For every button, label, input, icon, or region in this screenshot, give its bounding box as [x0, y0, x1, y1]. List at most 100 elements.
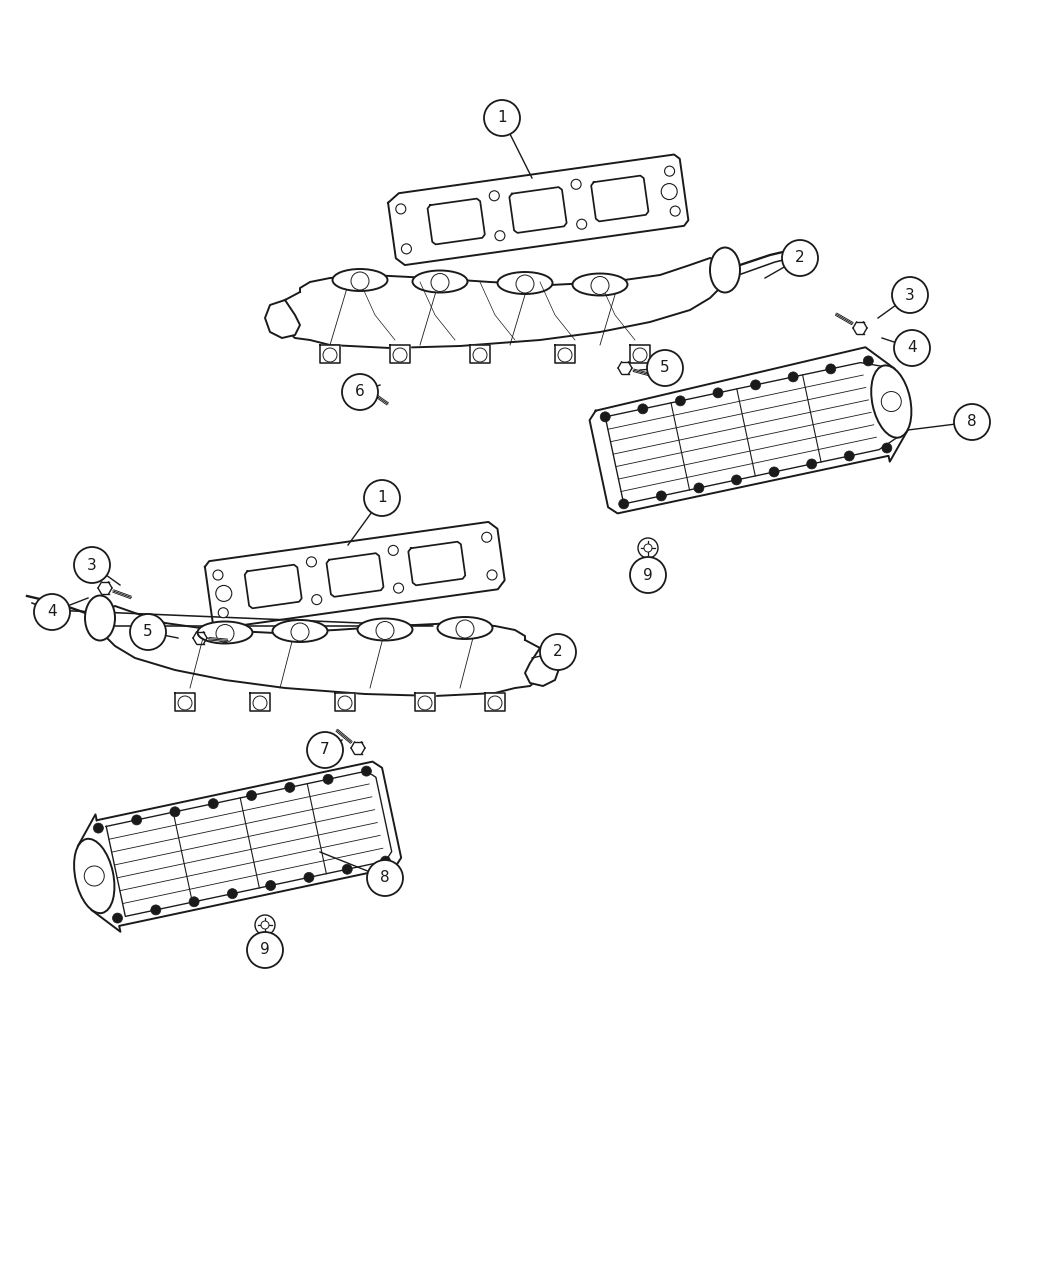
Circle shape	[732, 476, 741, 484]
Circle shape	[131, 815, 142, 825]
Circle shape	[495, 231, 505, 241]
Text: 4: 4	[47, 604, 57, 620]
Text: 2: 2	[553, 644, 563, 659]
Ellipse shape	[85, 595, 116, 640]
Circle shape	[894, 330, 930, 366]
Circle shape	[189, 896, 200, 907]
Polygon shape	[427, 199, 485, 245]
Circle shape	[769, 467, 779, 477]
Circle shape	[393, 348, 407, 362]
Circle shape	[488, 696, 502, 710]
Circle shape	[782, 240, 818, 275]
Circle shape	[351, 272, 369, 289]
Circle shape	[253, 696, 267, 710]
Circle shape	[516, 275, 534, 293]
Polygon shape	[320, 346, 340, 363]
Circle shape	[401, 244, 412, 254]
Circle shape	[213, 570, 223, 580]
Circle shape	[482, 532, 491, 542]
Text: 9: 9	[260, 942, 270, 958]
Ellipse shape	[572, 274, 628, 296]
Circle shape	[472, 348, 487, 362]
Circle shape	[307, 732, 343, 768]
Text: 5: 5	[143, 625, 153, 640]
Circle shape	[618, 499, 629, 509]
Circle shape	[247, 932, 284, 968]
Circle shape	[380, 856, 391, 866]
Polygon shape	[205, 521, 505, 629]
Circle shape	[558, 348, 572, 362]
Text: 6: 6	[355, 385, 365, 399]
Circle shape	[644, 544, 652, 552]
Text: 7: 7	[320, 742, 330, 757]
Circle shape	[342, 864, 352, 875]
Circle shape	[882, 442, 891, 453]
Circle shape	[675, 395, 686, 405]
Circle shape	[656, 491, 667, 501]
Circle shape	[338, 696, 352, 710]
Circle shape	[806, 459, 817, 469]
Polygon shape	[100, 606, 545, 696]
Ellipse shape	[357, 618, 413, 640]
Polygon shape	[485, 694, 505, 711]
Ellipse shape	[872, 366, 911, 437]
Polygon shape	[525, 648, 560, 686]
Circle shape	[34, 594, 70, 630]
Text: 4: 4	[907, 340, 917, 356]
Ellipse shape	[710, 247, 740, 292]
Polygon shape	[408, 542, 465, 585]
Polygon shape	[591, 176, 649, 222]
Circle shape	[576, 219, 587, 230]
Text: 3: 3	[87, 557, 97, 572]
Ellipse shape	[498, 272, 552, 295]
Circle shape	[285, 783, 295, 792]
Circle shape	[170, 807, 180, 817]
Circle shape	[208, 798, 218, 808]
Circle shape	[863, 356, 874, 366]
Circle shape	[323, 774, 333, 784]
Circle shape	[665, 166, 674, 176]
Circle shape	[430, 274, 449, 292]
Circle shape	[630, 557, 666, 593]
Circle shape	[323, 348, 337, 362]
Polygon shape	[630, 346, 650, 363]
Polygon shape	[265, 300, 300, 338]
Text: 3: 3	[905, 287, 915, 302]
Circle shape	[93, 824, 103, 833]
Circle shape	[489, 191, 500, 200]
Circle shape	[713, 388, 723, 398]
Polygon shape	[175, 694, 195, 711]
Circle shape	[312, 594, 321, 604]
Circle shape	[751, 380, 760, 390]
Circle shape	[484, 99, 520, 136]
Circle shape	[361, 766, 372, 776]
Text: 1: 1	[498, 111, 507, 125]
Circle shape	[591, 277, 609, 295]
Polygon shape	[335, 694, 355, 711]
Polygon shape	[390, 346, 410, 363]
Circle shape	[376, 621, 394, 640]
Text: 5: 5	[660, 361, 670, 376]
Circle shape	[396, 204, 405, 214]
Circle shape	[388, 546, 398, 556]
Circle shape	[218, 608, 228, 618]
Polygon shape	[250, 694, 270, 711]
Circle shape	[261, 921, 269, 929]
Circle shape	[638, 538, 658, 558]
Ellipse shape	[75, 839, 114, 913]
Circle shape	[228, 889, 237, 899]
Polygon shape	[388, 154, 689, 265]
Ellipse shape	[197, 621, 252, 644]
Text: 8: 8	[967, 414, 977, 430]
Circle shape	[216, 625, 234, 643]
Circle shape	[394, 583, 403, 593]
Circle shape	[364, 479, 400, 516]
Circle shape	[670, 207, 680, 215]
Circle shape	[130, 615, 166, 650]
Circle shape	[178, 696, 192, 710]
Circle shape	[633, 348, 647, 362]
Polygon shape	[415, 694, 435, 711]
Circle shape	[789, 372, 798, 382]
Polygon shape	[78, 761, 401, 932]
Circle shape	[694, 483, 704, 493]
